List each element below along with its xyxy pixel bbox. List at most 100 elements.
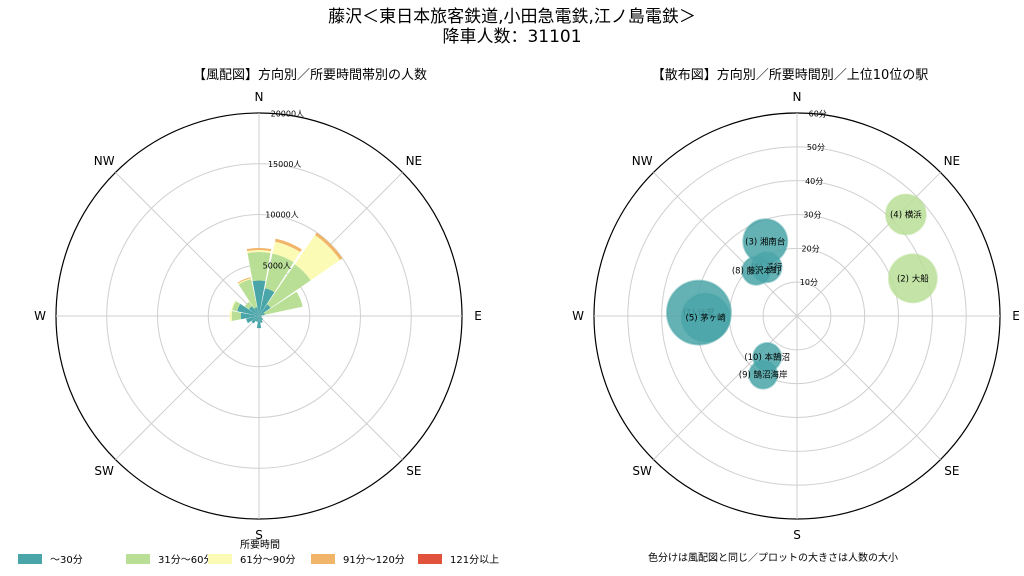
- scatter-compass-sw: SW: [632, 464, 652, 478]
- chart-title: 藤沢＜東日本旅客鉄道,小田急電鉄,江ノ島電鉄＞: [328, 7, 696, 27]
- rose-compass-w: W: [34, 309, 46, 323]
- rose-bar-ne-s2: [294, 235, 340, 281]
- rose-radial-tick-label: 20000人: [271, 109, 304, 118]
- scatter-point-label: (8) 藤沢本町: [732, 266, 781, 277]
- scatter-compass-nw: NW: [632, 154, 653, 168]
- scatter-radial-tick-label: 50分: [807, 143, 825, 152]
- scatter-point-label: (4) 横浜: [890, 209, 922, 220]
- legend-item: 91分〜120分: [311, 551, 405, 566]
- legend-swatch: [311, 553, 335, 564]
- scatter-compass-e: E: [1012, 309, 1020, 323]
- rose-radial-tick-label: 5000人: [263, 261, 291, 270]
- rose-bar-n-s3: [246, 247, 272, 252]
- rose-bar-n-s2: [247, 250, 271, 254]
- rose-bar-nne-s3: [275, 238, 302, 253]
- legend-title: 所要時間: [240, 540, 280, 551]
- rose-bar-nne-s1: [264, 253, 294, 293]
- scatter-compass-n: N: [793, 90, 802, 104]
- legend-item: 31分〜60分: [126, 551, 213, 566]
- legend-swatch: [126, 553, 150, 564]
- rose-grid-spoke: [258, 315, 403, 460]
- rose-bar-ene-s0: [259, 312, 265, 316]
- rose-bar-nnw-s2: [238, 278, 252, 285]
- legend-swatch: [208, 553, 232, 564]
- scatter-compass-s: S: [793, 528, 801, 542]
- legend-item: 61分〜90分: [208, 551, 295, 566]
- rose-compass-n: N: [255, 90, 264, 104]
- rose-radial-tick-label: 10000人: [265, 211, 298, 220]
- rose-grid-spoke: [115, 315, 260, 460]
- scatter-radial-tick-label: 20分: [802, 244, 820, 253]
- scatter-point-label: (3) 湘南台: [745, 236, 785, 247]
- rose-compass-s: S: [255, 528, 263, 542]
- rose-compass-nw: NW: [94, 154, 115, 168]
- rose-bar-nw-s1: [244, 301, 253, 310]
- scatter-footnote: 色分けは風配図と同じ／プロットの大きさは人数の大小: [648, 553, 898, 564]
- rose-bar-ne-s0: [259, 304, 271, 316]
- scatter-chart-title: 【散布図】方向別／所要時間別／上位10位の駅: [651, 68, 929, 83]
- rose-bar-wnw-s2: [231, 300, 236, 311]
- rose-bar-sw-s0: [251, 316, 259, 324]
- rose-bar-ssw-s0: [255, 316, 259, 322]
- rose-compass-e: E: [474, 309, 482, 323]
- rose-grid-spoke: [115, 172, 260, 317]
- rose-bar-s-s0: [256, 316, 262, 329]
- scatter-point: [884, 193, 927, 236]
- scatter-compass-w: W: [572, 309, 584, 323]
- rose-compass-ne: NE: [406, 154, 423, 168]
- scatter-point: [741, 255, 772, 286]
- scatter-point-label: (9) 鵠沼海岸: [739, 370, 788, 381]
- rose-compass-se: SE: [406, 464, 421, 478]
- rose-chart-title: 【風配図】方向別／所要時間帯別の人数: [192, 68, 427, 83]
- legend-label: 61分〜90分: [240, 555, 296, 566]
- legend-label: 〜30分: [50, 555, 83, 566]
- rose-bar-n-s1: [247, 252, 271, 282]
- scatter-grid-spoke: [796, 172, 941, 317]
- rose-bar-nnw-s3: [237, 277, 251, 284]
- scatter-compass-ne: NE: [944, 154, 961, 168]
- rose-bar-nne-s2: [272, 241, 301, 263]
- rose-compass-sw: SW: [94, 464, 114, 478]
- rose-bar-ne-s1: [267, 264, 311, 308]
- legend-item: 〜30分: [18, 551, 83, 566]
- rose-bar-wnw-s0: [237, 303, 259, 316]
- scatter-grid-spoke: [653, 315, 798, 460]
- scatter-point: [680, 292, 731, 343]
- rose-bar-wsw-s0: [246, 316, 259, 324]
- rose-bar-n-s0: [252, 280, 266, 316]
- rose-bar-w-s2: [229, 310, 233, 322]
- rose-bar-wnw-s1: [232, 301, 241, 312]
- legend: 〜30分 31分〜60分 61分〜90分 91分〜120分 121分以上: [18, 551, 538, 567]
- legend-item: 121分以上: [418, 551, 499, 566]
- rose-bar-nw-s0: [248, 305, 259, 316]
- scatter-radial-tick-label: 10分: [800, 278, 818, 287]
- rose-bar-w-s0: [240, 312, 259, 320]
- scatter-point: [748, 359, 779, 390]
- scatter-grid-spoke: [796, 315, 941, 460]
- scatter-point-label: (2) 大船: [897, 273, 929, 284]
- scatter-point-label: (10) 本鵠沼: [744, 352, 790, 363]
- rose-bar-se-s0: [259, 316, 264, 321]
- scatter-radial-tick-label: 60分: [809, 109, 827, 118]
- scatter-radial-tick-label: 40分: [805, 177, 823, 186]
- rose-bar-nnw-s1: [238, 279, 258, 309]
- rose-bar-ene-s1: [264, 291, 303, 315]
- legend-label: 31分〜60分: [158, 555, 214, 566]
- legend-label: 91分〜120分: [343, 555, 405, 566]
- rose-bar-ne-s3: [314, 232, 343, 261]
- rose-bar-nnw-s0: [254, 307, 259, 316]
- rose-bar-w-s1: [231, 311, 242, 321]
- legend-swatch: [418, 553, 442, 564]
- legend-label: 121分以上: [450, 555, 500, 566]
- legend-swatch: [18, 553, 42, 564]
- rose-bar-nne-s0: [259, 288, 275, 316]
- scatter-compass-se: SE: [944, 464, 959, 478]
- scatter-point-label: (5) 茅ヶ崎: [686, 313, 727, 324]
- scatter-grid-spoke: [653, 172, 798, 317]
- rose-bar-ese-s0: [259, 316, 262, 318]
- chart-subtitle: 降車人数：31101: [442, 27, 582, 47]
- rose-radial-tick-label: 15000人: [268, 160, 301, 169]
- scatter-radial-tick-label: 30分: [803, 211, 821, 220]
- rose-bar-e-s0: [259, 315, 262, 317]
